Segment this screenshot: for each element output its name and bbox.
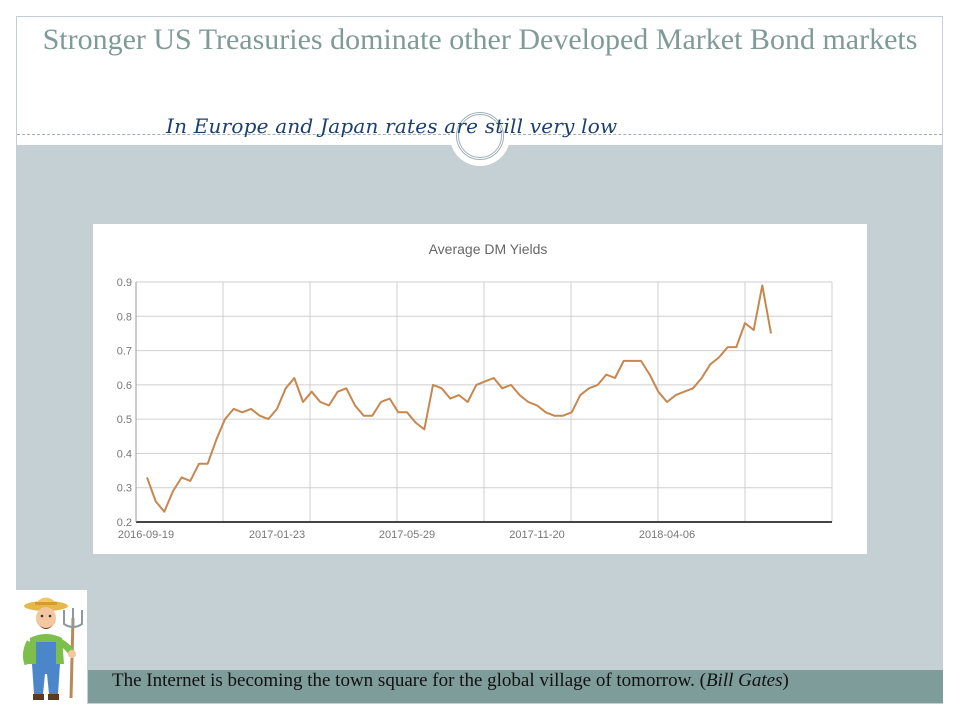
quote-close: ) xyxy=(782,670,789,691)
farmer-icon xyxy=(22,597,83,700)
x-tick-label: 2018-04-06 xyxy=(639,529,695,541)
y-tick-label: 0.2 xyxy=(117,517,132,529)
line-chart: Average DM Yields 0.2 0.3 0.4 0.5 0.6 0.7 0.8 0.… xyxy=(117,241,833,541)
slide-frame xyxy=(16,16,943,704)
y-tick-label: 0.7 xyxy=(117,346,132,358)
footer-quote: The Internet is becoming the town square… xyxy=(112,670,789,692)
slide-subtitle: In Europe and Japan rates are still very… xyxy=(166,114,618,138)
x-tick-label: 2017-05-29 xyxy=(379,529,435,541)
slide-title: Stronger US Treasuries dominate other De… xyxy=(42,23,918,56)
y-tick-label: 0.6 xyxy=(117,380,132,392)
quote-text: The Internet is becoming the town square… xyxy=(112,670,706,691)
y-tick-label: 0.9 xyxy=(117,277,132,289)
chart-title: Average DM Yields xyxy=(429,241,548,257)
y-tick-label: 0.4 xyxy=(117,448,132,460)
quote-bar xyxy=(88,670,943,703)
x-tick-label: 2016-09-19 xyxy=(118,529,174,541)
quote-author: Bill Gates xyxy=(705,670,783,691)
y-tick-label: 0.3 xyxy=(117,483,132,495)
y-tick-label: 0.8 xyxy=(117,311,132,323)
x-tick-label: 2017-01-23 xyxy=(249,529,305,541)
decorative-ring-icon xyxy=(450,106,510,166)
x-tick-label: 2017-11-20 xyxy=(509,529,564,541)
y-tick-label: 0.5 xyxy=(117,414,132,426)
farmer-illustration xyxy=(16,590,87,704)
chart-card: Average DM Yields 0.2 0.3 0.4 0.5 0.6 0.7 0.8 0.… xyxy=(93,224,867,554)
series-line xyxy=(146,284,772,513)
